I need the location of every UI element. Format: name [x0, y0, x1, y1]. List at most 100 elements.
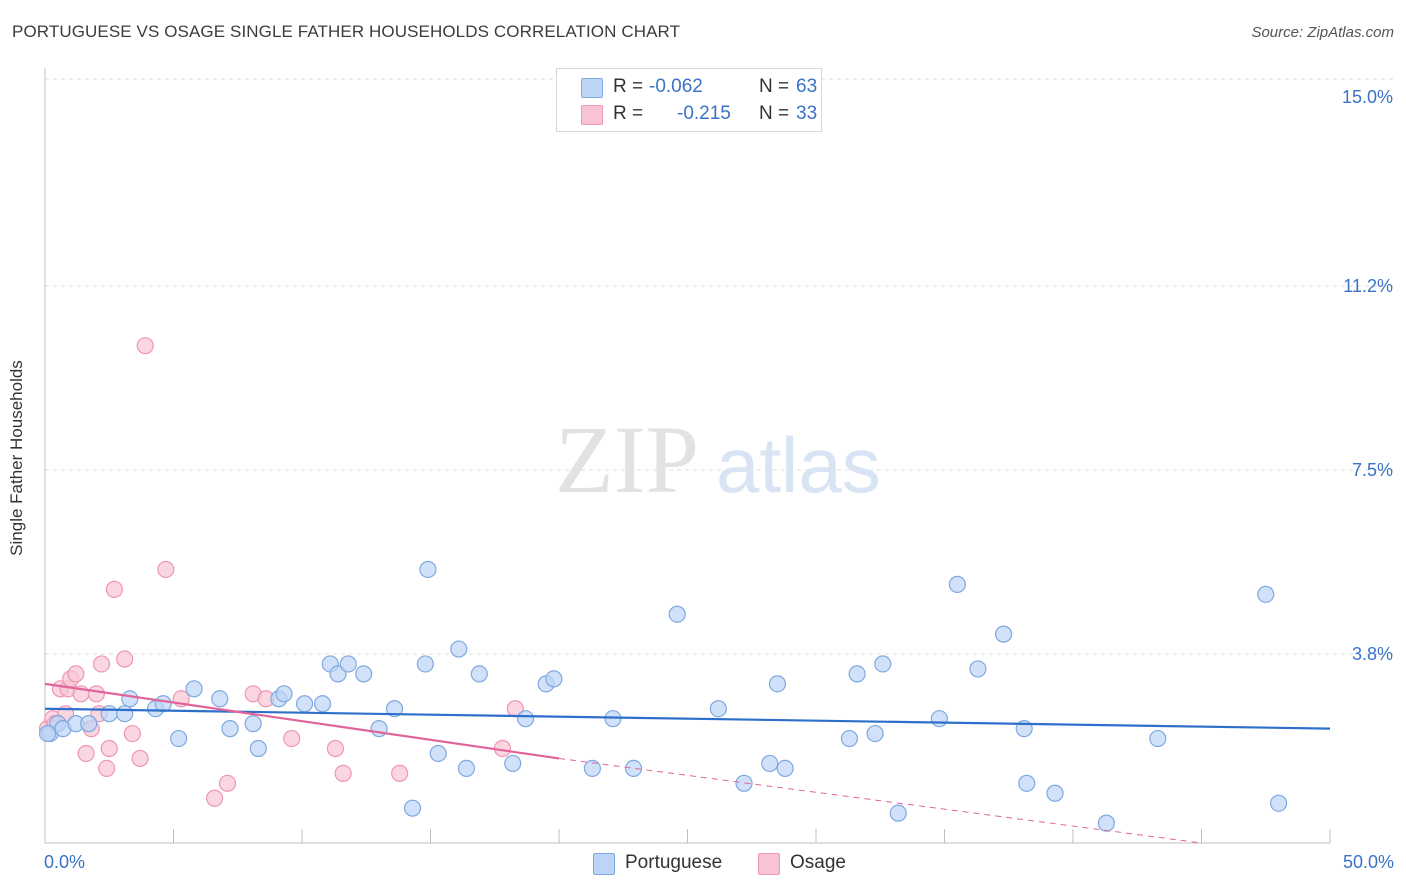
axes: 3.8% 7.5% 11.2% 15.0%: [44, 68, 1393, 844]
portuguese-point: [185, 680, 203, 698]
portuguese-point: [170, 729, 188, 748]
portuguese-point: [1257, 585, 1275, 603]
portuguese-point: [768, 675, 787, 693]
portuguese-point: [355, 665, 373, 683]
y-tick-label: 3.8%: [1352, 644, 1393, 664]
portuguese-point: [930, 710, 948, 728]
portuguese-point: [116, 705, 134, 723]
osage-point: [116, 650, 134, 668]
osage-point: [391, 764, 409, 782]
portuguese-point: [709, 700, 727, 718]
portuguese-point: [948, 575, 966, 593]
portuguese-point: [583, 759, 602, 778]
n-value: 63: [796, 76, 818, 97]
portuguese-point: [874, 655, 892, 673]
y-tick-label: 15.0%: [1342, 87, 1393, 107]
portuguese-point: [1046, 784, 1064, 802]
portuguese-point: [668, 605, 686, 623]
portuguese-point: [221, 720, 239, 738]
portuguese-point: [419, 560, 437, 579]
portuguese-point: [429, 744, 447, 763]
osage-point: [67, 665, 85, 683]
source-label: Source: ZipAtlas.com: [1251, 24, 1394, 41]
grid-lines: [45, 78, 1395, 655]
osage-label: Osage: [790, 852, 846, 873]
y-tick-label: 11.2%: [1343, 276, 1393, 296]
r-label: R =: [613, 76, 644, 97]
portuguese-point: [470, 665, 488, 683]
osage-point: [157, 560, 175, 579]
osage-point: [77, 744, 95, 763]
osage-point: [206, 789, 224, 807]
portuguese-point: [776, 759, 794, 778]
osage-point: [123, 724, 141, 743]
osage-point: [92, 655, 111, 673]
portuguese-point: [249, 739, 267, 758]
watermark: ZIP atlas: [555, 406, 881, 513]
portuguese-point: [339, 655, 357, 673]
portuguese-trend-line: [44, 707, 1331, 730]
portuguese-point: [403, 799, 422, 817]
osage-point: [87, 685, 106, 703]
osage-swatch: [581, 105, 603, 125]
portuguese-point: [38, 724, 57, 743]
osage-point: [334, 764, 352, 782]
portuguese-point: [121, 690, 139, 708]
portuguese-point: [295, 695, 314, 713]
portuguese-point: [154, 695, 172, 713]
portuguese-point: [80, 715, 98, 733]
r-value: -0.062: [649, 76, 703, 97]
portuguese-point: [1269, 794, 1288, 812]
osage-swatch: [758, 853, 780, 875]
portuguese-point: [735, 774, 753, 792]
osage-point: [283, 729, 301, 748]
portuguese-label: Portuguese: [625, 852, 723, 873]
osage-trend-line: [44, 682, 560, 760]
portuguese-point: [545, 670, 563, 688]
portuguese-point: [866, 724, 884, 743]
portuguese-point: [450, 640, 468, 658]
portuguese-point: [385, 700, 404, 718]
portuguese-point: [969, 660, 987, 678]
portuguese-point: [416, 655, 434, 673]
osage-trend-line-extended: [558, 757, 1202, 844]
portuguese-point: [457, 759, 476, 778]
portuguese-point: [329, 665, 347, 683]
watermark-atlas: atlas: [716, 421, 881, 509]
portuguese-point: [244, 715, 262, 733]
osage-point: [218, 774, 237, 792]
portuguese-point: [100, 705, 118, 723]
osage-point: [100, 739, 118, 758]
portuguese-point: [1149, 729, 1167, 748]
osage-point: [105, 580, 123, 598]
portuguese-point: [761, 754, 779, 773]
portuguese-point: [840, 729, 859, 748]
portuguese-point: [1018, 774, 1036, 792]
portuguese-point: [889, 804, 907, 822]
portuguese-point: [275, 685, 293, 703]
correlation-legend: R = -0.062 N = 63 R = -0.215 N = 33: [556, 68, 822, 132]
x-tick-label-min: 0.0%: [44, 852, 86, 872]
watermark-zip: ZIP: [555, 406, 699, 513]
osage-point: [131, 749, 149, 768]
portuguese-points: [38, 560, 1288, 832]
osage-point: [326, 739, 345, 758]
portuguese-point: [1097, 814, 1116, 832]
r-value: -0.215: [677, 103, 731, 124]
portuguese-swatch: [593, 853, 615, 875]
portuguese-point: [516, 710, 535, 728]
osage-point: [98, 759, 116, 778]
portuguese-point: [504, 754, 522, 773]
y-tick-label: 7.5%: [1352, 460, 1393, 480]
trend-lines: [44, 682, 1331, 844]
osage-points: [38, 337, 524, 807]
portuguese-point: [624, 759, 643, 778]
portuguese-swatch: [581, 78, 603, 98]
x-tick-label-max: 50.0%: [1342, 852, 1394, 872]
chart-title: PORTUGUESE VS OSAGE SINGLE FATHER HOUSEH…: [12, 22, 681, 41]
y-axis-label: Single Father Households: [7, 360, 26, 556]
portuguese-point: [995, 625, 1013, 643]
portuguese-point: [848, 665, 866, 683]
osage-point: [136, 337, 154, 355]
